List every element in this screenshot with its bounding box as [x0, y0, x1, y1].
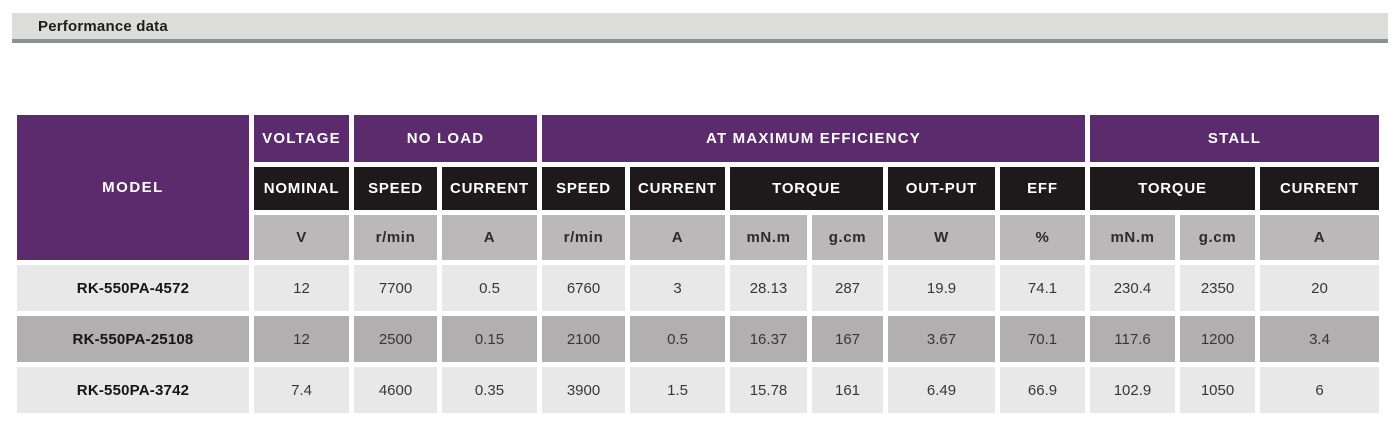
section-header-bar: Performance data: [12, 13, 1388, 43]
unit-label: A: [442, 215, 537, 260]
table-row: RK-550PA-3742 7.4 4600 0.35 3900 1.5 15.…: [17, 367, 1379, 413]
value-cell: 0.35: [442, 367, 537, 413]
value-cell: 6.49: [888, 367, 995, 413]
value-cell: 66.9: [1000, 367, 1085, 413]
value-cell: 28.13: [730, 265, 807, 311]
value-cell: 0.5: [630, 316, 725, 362]
value-cell: 70.1: [1000, 316, 1085, 362]
value-cell: 4600: [354, 367, 437, 413]
unit-label: g.cm: [812, 215, 883, 260]
value-cell: 1.5: [630, 367, 725, 413]
sub-header-current: CURRENT: [442, 167, 537, 210]
value-cell: 2100: [542, 316, 625, 362]
unit-label: r/min: [542, 215, 625, 260]
unit-label: A: [1260, 215, 1379, 260]
value-cell: 1200: [1180, 316, 1255, 362]
units-row: V r/min A r/min A mN.m g.cm W % mN.m g.c…: [17, 215, 1379, 260]
value-cell: 287: [812, 265, 883, 311]
unit-label: g.cm: [1180, 215, 1255, 260]
value-cell: 6: [1260, 367, 1379, 413]
value-cell: 2500: [354, 316, 437, 362]
value-cell: 15.78: [730, 367, 807, 413]
model-cell: RK-550PA-4572: [17, 265, 249, 311]
value-cell: 74.1: [1000, 265, 1085, 311]
group-header-row: MODEL VOLTAGE NO LOAD AT MAXIMUM EFFICIE…: [17, 115, 1379, 260]
table-row: RK-550PA-25108 12 2500 0.15 2100 0.5 16.…: [17, 316, 1379, 362]
model-cell: RK-550PA-25108: [17, 316, 249, 362]
value-cell: 102.9: [1090, 367, 1175, 413]
value-cell: 3: [630, 265, 725, 311]
value-cell: 230.4: [1090, 265, 1175, 311]
value-cell: 7700: [354, 265, 437, 311]
value-cell: 117.6: [1090, 316, 1175, 362]
group-header-no-load: NO LOAD: [354, 115, 537, 162]
sub-header-eff: EFF: [1000, 167, 1085, 210]
performance-table: MODEL VOLTAGE NO LOAD AT MAXIMUM EFFICIE…: [12, 110, 1384, 418]
unit-label: mN.m: [1090, 215, 1175, 260]
value-cell: 16.37: [730, 316, 807, 362]
model-cell: RK-550PA-3742: [17, 367, 249, 413]
unit-label: W: [888, 215, 995, 260]
value-cell: 3900: [542, 367, 625, 413]
sub-header-nominal: NOMINAL: [254, 167, 349, 210]
value-cell: 6760: [542, 265, 625, 311]
value-cell: 12: [254, 265, 349, 311]
sub-header-speed: SPEED: [354, 167, 437, 210]
unit-label: r/min: [354, 215, 437, 260]
sub-header-current: CURRENT: [630, 167, 725, 210]
model-column-header: MODEL: [17, 115, 249, 260]
value-cell: 7.4: [254, 367, 349, 413]
group-header-stall: STALL: [1090, 115, 1379, 162]
unit-label: %: [1000, 215, 1085, 260]
unit-label: V: [254, 215, 349, 260]
sub-header-output: OUT-PUT: [888, 167, 995, 210]
value-cell: 0.5: [442, 265, 537, 311]
group-header-at-maximum-efficiency: AT MAXIMUM EFFICIENCY: [542, 115, 1085, 162]
sub-header-speed: SPEED: [542, 167, 625, 210]
value-cell: 1050: [1180, 367, 1255, 413]
section-title: Performance data: [38, 17, 168, 35]
value-cell: 20: [1260, 265, 1379, 311]
sub-header-row: NOMINAL SPEED CURRENT SPEED CURRENT TORQ…: [17, 167, 1379, 210]
value-cell: 2350: [1180, 265, 1255, 311]
sub-header-torque: TORQUE: [730, 167, 883, 210]
sub-header-torque: TORQUE: [1090, 167, 1255, 210]
table-row: RK-550PA-4572 12 7700 0.5 6760 3 28.13 2…: [17, 265, 1379, 311]
unit-label: A: [630, 215, 725, 260]
value-cell: 167: [812, 316, 883, 362]
value-cell: 3.67: [888, 316, 995, 362]
sub-header-current: CURRENT: [1260, 167, 1379, 210]
value-cell: 19.9: [888, 265, 995, 311]
value-cell: 3.4: [1260, 316, 1379, 362]
value-cell: 0.15: [442, 316, 537, 362]
value-cell: 12: [254, 316, 349, 362]
group-header-voltage: VOLTAGE: [254, 115, 349, 162]
unit-label: mN.m: [730, 215, 807, 260]
value-cell: 161: [812, 367, 883, 413]
